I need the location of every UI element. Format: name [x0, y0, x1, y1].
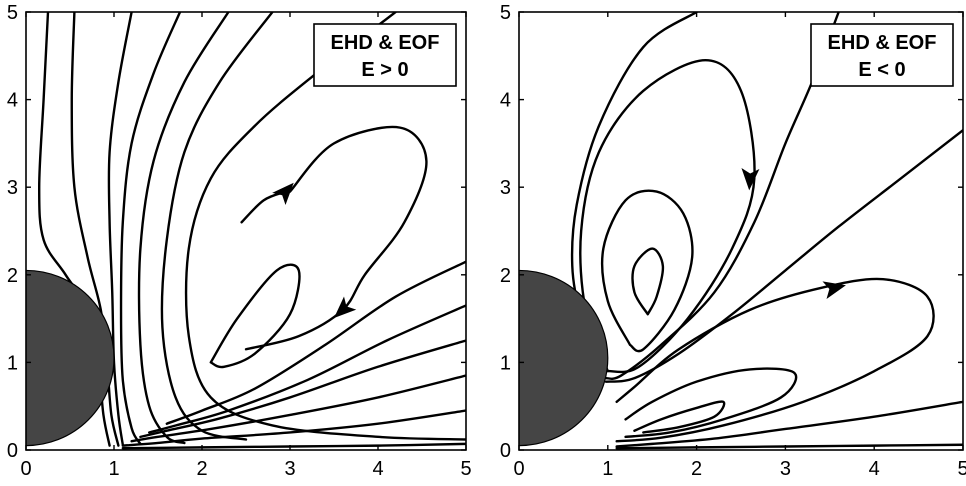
streamline-3 — [107, 12, 133, 446]
flow-arrow-14-2 — [334, 296, 357, 319]
y-tick-label: 5 — [7, 2, 18, 24]
axes-frame — [25, 11, 467, 451]
streamline-7 — [615, 277, 935, 443]
legend-label-2: E > 0 — [361, 59, 408, 81]
streamline-2 — [600, 189, 694, 353]
x-tick-label: 3 — [284, 458, 295, 480]
streamline-6 — [604, 129, 963, 383]
y-tick-label: 4 — [500, 90, 511, 112]
legend: EHD & EOF E < 0 — [810, 23, 954, 87]
legend-box — [810, 23, 954, 87]
streamline-1 — [631, 247, 665, 316]
x-tick-label: 2 — [196, 458, 207, 480]
flow-arrow-14-1 — [272, 182, 294, 206]
streamline-4 — [119, 12, 182, 446]
streamline-16 — [240, 190, 287, 224]
y-tick-label: 1 — [7, 352, 18, 374]
x-tick-label: 1 — [602, 458, 613, 480]
x-tick-label: 0 — [20, 458, 31, 480]
flow-arrow-7-1 — [822, 281, 846, 299]
x-tick-label: 2 — [691, 458, 702, 480]
streamline-7 — [184, 12, 466, 441]
streamline-2 — [70, 12, 120, 447]
y-tick-label: 5 — [500, 2, 511, 24]
streamline-14 — [244, 125, 428, 351]
legend: EHD & EOF E > 0 — [313, 23, 457, 87]
streamline-6 — [160, 12, 274, 441]
legend-label-1: EHD & EOF — [828, 32, 937, 54]
legend-label-2: E < 0 — [858, 59, 905, 81]
x-tick-label: 4 — [372, 458, 383, 480]
y-tick-label: 1 — [500, 352, 511, 374]
y-tick-label: 4 — [7, 90, 18, 112]
plot-area — [519, 12, 963, 450]
x-tick-label: 0 — [513, 458, 524, 480]
y-tick-label: 0 — [500, 440, 511, 462]
x-tick-label: 4 — [869, 458, 880, 480]
y-tick-label: 2 — [500, 265, 511, 287]
y-tick-label: 0 — [7, 440, 18, 462]
streamline-8 — [165, 260, 466, 425]
streamline-11 — [615, 443, 963, 450]
axes-frame — [518, 11, 964, 451]
y-tick-label: 2 — [7, 265, 18, 287]
x-tick-label: 5 — [957, 458, 966, 480]
streamline-11 — [130, 374, 466, 443]
streamline-9 — [633, 400, 726, 434]
y-tick-label: 3 — [500, 177, 511, 199]
streamline-5 — [604, 12, 840, 380]
legend-box — [313, 23, 457, 87]
streamline-10 — [615, 400, 963, 448]
chart-panel-2: 0 1 2 3 4 5 0 1 2 3 4 5 EHD & EOF E < 0 — [500, 2, 966, 480]
streamline-10 — [139, 339, 466, 439]
legend-label-1: EHD & EOF — [331, 32, 440, 54]
streamline-9 — [148, 304, 466, 434]
streamline-13 — [121, 442, 466, 450]
streamline-3 — [579, 58, 756, 374]
x-tick-label: 5 — [460, 458, 471, 480]
streamline-15 — [209, 263, 301, 369]
streamline-12 — [121, 409, 466, 447]
x-tick-label: 3 — [780, 458, 791, 480]
streamline-8 — [624, 367, 798, 439]
y-tick-label: 3 — [7, 177, 18, 199]
flow-arrow-3-1 — [741, 167, 760, 191]
x-tick-label: 1 — [108, 458, 119, 480]
sphere-particle — [26, 269, 115, 447]
chart-panel-1: 0 1 2 3 4 5 0 1 2 3 4 5 EHD & EOF E > 0 — [7, 2, 472, 480]
